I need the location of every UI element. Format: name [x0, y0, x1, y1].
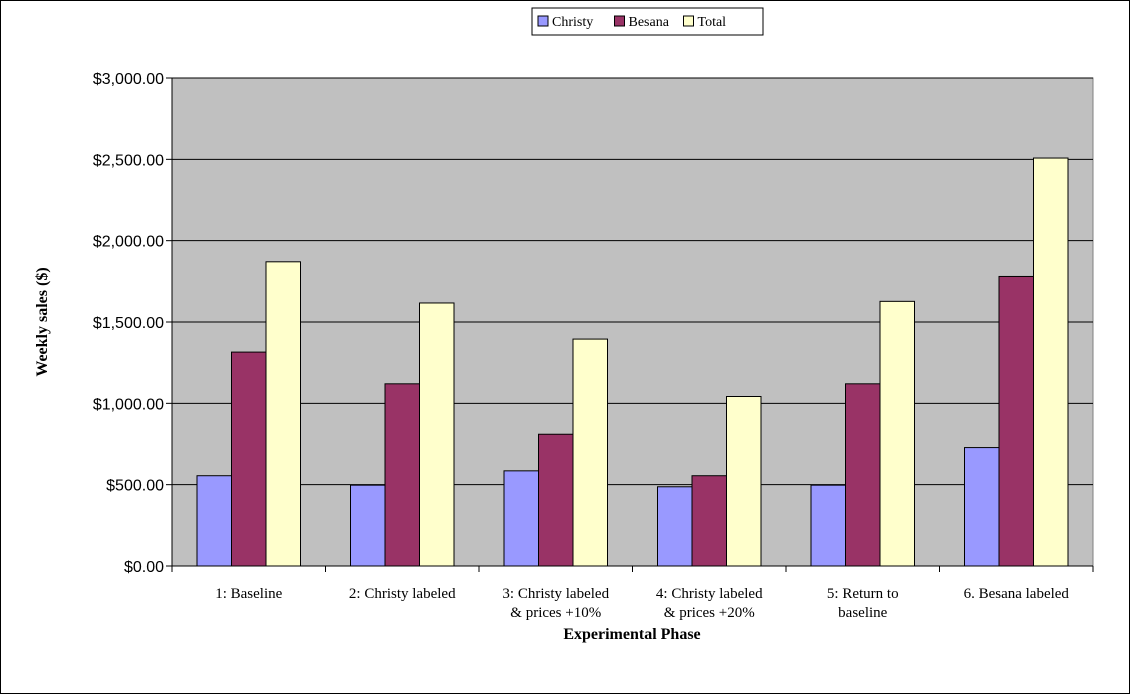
- gridlines: [172, 77, 1093, 486]
- legend-swatch-total: [683, 15, 694, 27]
- bars: [196, 157, 1069, 567]
- y-tick-label: $3,000.00: [93, 71, 164, 88]
- y-axis-title: Weekly sales ($): [34, 267, 51, 376]
- bar-total: [572, 338, 608, 567]
- bar-total: [1033, 157, 1069, 567]
- y-tick-label: $0.00: [124, 559, 164, 576]
- bar-total: [265, 261, 301, 567]
- legend-swatch-christy: [537, 15, 549, 27]
- x-tick-label: 4: Christy labeled & prices +20%: [656, 586, 763, 621]
- y-axis: $0.00 $500.00 $1,000.00 $1,500.00 $2,000.00 $…: [93, 71, 173, 576]
- bar-besana: [998, 275, 1034, 567]
- legend-swatch-besana: [614, 15, 625, 27]
- legend: Christy Besana Total: [531, 7, 764, 36]
- x-axis: 1: Baseline 2: Christy labeled 3: Christy …: [171, 565, 1094, 621]
- legend-label-christy: Christy: [552, 15, 593, 30]
- x-axis-title: Experimental Phase: [563, 626, 700, 643]
- legend-label-total: Total: [698, 15, 727, 30]
- x-tick-label: 1: Baseline: [215, 586, 282, 602]
- y-tick-label: $500.00: [106, 478, 164, 495]
- bar-total: [419, 302, 455, 567]
- bar-besana: [538, 433, 574, 567]
- y-tick-label: $2,000.00: [93, 234, 164, 251]
- legend-label-besana: Besana: [629, 15, 670, 30]
- bar-christy: [196, 475, 232, 567]
- x-tick-label: 5: Return to baseline: [827, 586, 899, 621]
- bar-besana: [231, 351, 267, 567]
- y-tick-label: $1,500.00: [93, 315, 164, 332]
- y-tick-label: $2,500.00: [93, 152, 164, 169]
- bar-christy: [964, 447, 1000, 567]
- bar-besana: [691, 475, 727, 567]
- bar-total: [726, 396, 762, 567]
- bar-christy: [810, 484, 846, 567]
- bar-total: [879, 300, 915, 567]
- legend-box: [531, 7, 764, 36]
- bar-christy: [657, 486, 693, 567]
- bar-christy: [350, 484, 386, 567]
- x-tick-label: 2: Christy labeled: [349, 586, 456, 602]
- bar-christy: [503, 470, 539, 567]
- bar-besana: [845, 383, 881, 567]
- x-tick-label: 3: Christy labeled & prices +10%: [502, 586, 609, 621]
- x-tick-label: 6. Besana labeled: [964, 586, 1070, 602]
- y-tick-label: $1,000.00: [93, 396, 164, 413]
- bar-besana: [384, 383, 420, 567]
